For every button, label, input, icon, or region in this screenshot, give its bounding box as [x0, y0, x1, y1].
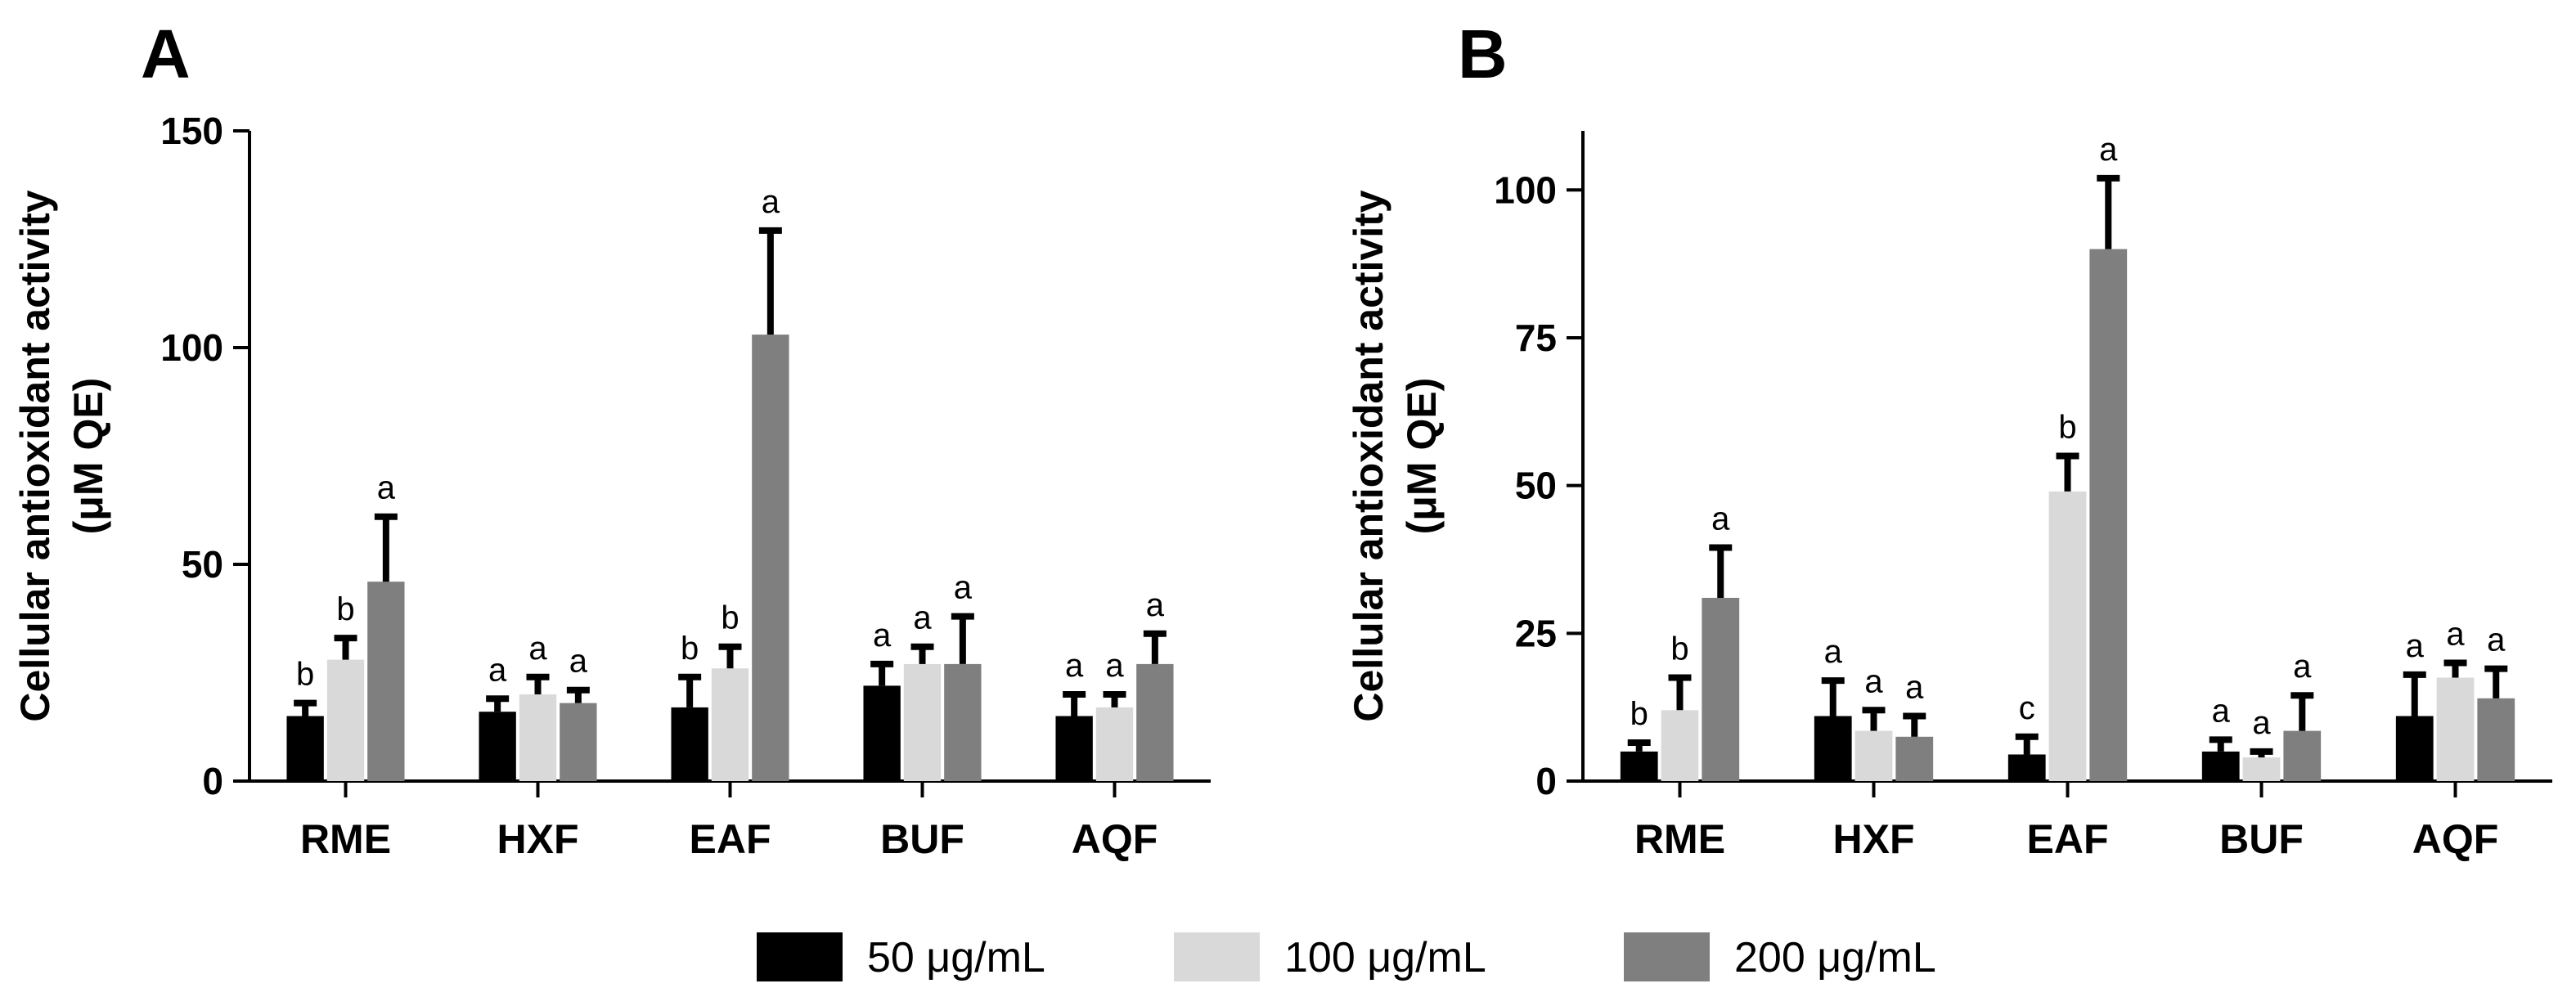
- x-tick-label: HXF: [1833, 816, 1915, 862]
- significance-label: a: [2293, 649, 2312, 685]
- significance-label: a: [1824, 634, 1843, 670]
- y-tick-label: 150: [160, 110, 223, 152]
- legend-label: 200 μg/mL: [1734, 934, 1936, 981]
- bar: [671, 707, 708, 781]
- legend: 50 μg/mL 100 μg/mL 200 μg/mL: [757, 932, 1936, 981]
- bar: [2395, 716, 2434, 781]
- panel-a: A Cellular antioxidant activity (μM QE) 0 50…: [12, 16, 1211, 862]
- significance-label: a: [2487, 622, 2506, 658]
- significance-label: b: [721, 600, 739, 636]
- significance-label: a: [2446, 616, 2465, 652]
- significance-label: b: [2058, 410, 2076, 446]
- bar: [1814, 716, 1852, 781]
- bar: [2477, 698, 2515, 781]
- x-tick-label: AQF: [1072, 816, 1158, 862]
- significance-label: a: [954, 570, 973, 606]
- bar: [519, 694, 557, 781]
- significance-label: b: [336, 591, 354, 627]
- y-tick-label: 75: [1515, 317, 1557, 359]
- significance-label: a: [488, 652, 507, 688]
- x-tick-label: BUF: [2219, 816, 2304, 862]
- significance-label: a: [1065, 648, 1084, 684]
- bar: [560, 703, 597, 781]
- significance-label: a: [2099, 132, 2118, 168]
- bar: [1136, 663, 1174, 781]
- legend-label: 50 μg/mL: [867, 934, 1045, 981]
- significance-label: b: [1630, 696, 1648, 732]
- bar: [863, 685, 901, 781]
- y-axis-label: Cellular antioxidant activity: [12, 190, 58, 721]
- significance-label: a: [377, 470, 396, 506]
- significance-label: b: [296, 657, 314, 693]
- significance-label: a: [873, 618, 892, 653]
- x-tick-label: HXF: [497, 816, 579, 862]
- bar: [2089, 249, 2128, 782]
- bar: [367, 582, 405, 781]
- significance-label: a: [1905, 670, 1924, 706]
- significance-label: a: [913, 600, 932, 636]
- significance-label: a: [2252, 705, 2271, 741]
- x-tick-label: EAF: [690, 816, 771, 862]
- significance-label: a: [1105, 648, 1124, 684]
- y-tick-label: 100: [1494, 168, 1557, 211]
- significance-label: b: [1670, 631, 1688, 667]
- x-tick-label: BUF: [880, 816, 964, 862]
- legend-label: 100 μg/mL: [1284, 934, 1486, 981]
- y-axis-label: Cellular antioxidant activity: [1346, 190, 1391, 721]
- y-axis-label-unit: (μM QE): [1399, 378, 1445, 535]
- bar: [2283, 730, 2322, 781]
- significance-label: a: [528, 631, 547, 667]
- bar: [2048, 491, 2087, 781]
- y-tick-label: 0: [1535, 760, 1557, 802]
- significance-label: a: [1146, 587, 1165, 623]
- legend-swatch: [757, 932, 843, 981]
- bar: [2007, 754, 2046, 781]
- y-tick-label: 25: [1515, 612, 1557, 654]
- significance-label: b: [681, 631, 699, 667]
- bar: [903, 663, 942, 781]
- y-tick-label: 50: [1515, 465, 1557, 507]
- bar: [326, 659, 365, 781]
- bar: [2242, 757, 2281, 781]
- y-tick-label: 50: [182, 543, 223, 586]
- panel-letter: A: [141, 16, 191, 92]
- significance-label: a: [569, 644, 588, 680]
- legend-swatch: [1624, 932, 1710, 981]
- x-tick-label: RME: [1634, 816, 1725, 862]
- y-axis-label-unit: (μM QE): [65, 378, 111, 535]
- bar: [2201, 751, 2240, 781]
- panel-b: B Cellular antioxidant activity (μM QE) 0 25…: [1346, 16, 2552, 862]
- bar: [1895, 736, 1934, 781]
- legend-swatch: [1174, 932, 1260, 981]
- panel-letter: B: [1458, 16, 1508, 92]
- x-tick-label: EAF: [2027, 816, 2109, 862]
- x-tick-label: RME: [300, 816, 391, 862]
- bar: [1620, 751, 1658, 781]
- significance-label: a: [762, 184, 780, 220]
- y-tick-label: 0: [202, 760, 223, 802]
- bar: [711, 668, 749, 781]
- bar: [479, 712, 516, 781]
- bar: [1661, 710, 1699, 781]
- significance-label: a: [1864, 663, 1883, 699]
- bar: [2436, 677, 2475, 781]
- significance-label: a: [1711, 501, 1730, 537]
- bar: [286, 716, 324, 781]
- significance-label: c: [2019, 690, 2035, 726]
- bar: [1055, 716, 1093, 781]
- significance-label: a: [2406, 628, 2425, 664]
- bar: [752, 335, 789, 782]
- significance-label: a: [2212, 693, 2231, 729]
- bar: [944, 663, 982, 781]
- y-tick-label: 100: [160, 326, 223, 369]
- bar: [1095, 707, 1134, 781]
- bar: [1702, 597, 1740, 781]
- x-tick-label: AQF: [2412, 816, 2499, 862]
- bar: [1854, 730, 1893, 781]
